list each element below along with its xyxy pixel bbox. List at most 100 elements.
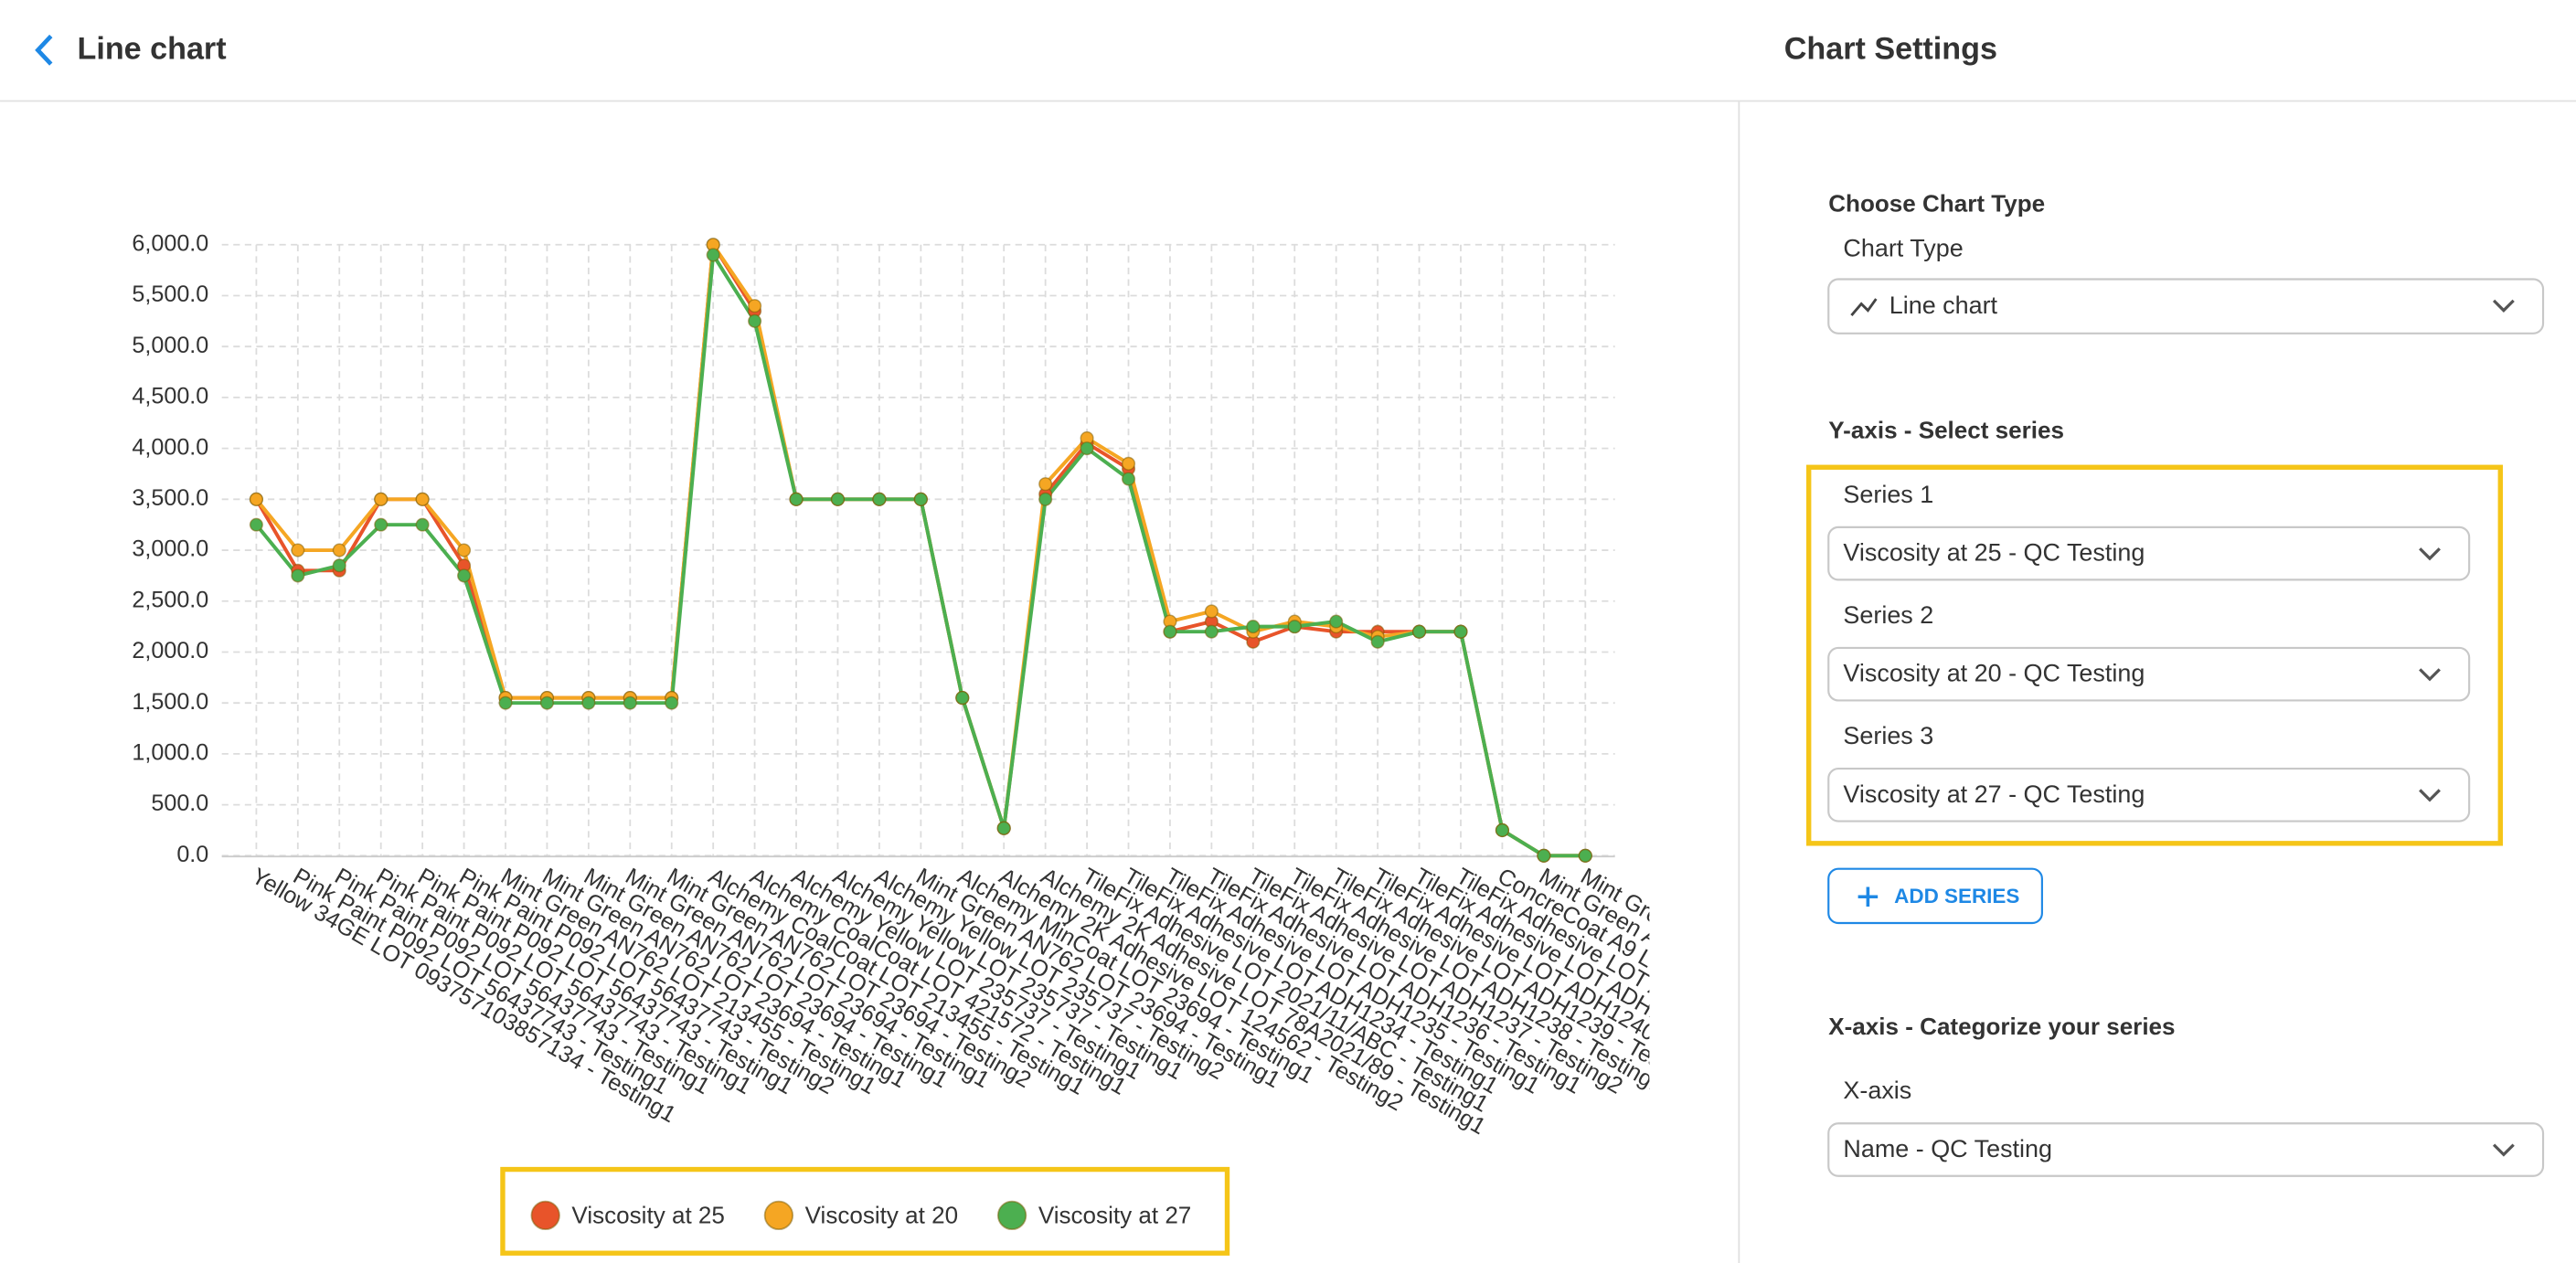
- data-point: [1038, 477, 1053, 492]
- chevron: [2492, 1143, 2515, 1157]
- data-point: [748, 313, 762, 328]
- data-point: [623, 695, 637, 710]
- data-point: [332, 543, 346, 557]
- data-point: [1329, 614, 1344, 629]
- data-point: [1204, 624, 1219, 639]
- data-point: [830, 492, 846, 506]
- back-button[interactable]: [35, 34, 53, 66]
- data-point: [291, 543, 305, 557]
- series-select[interactable]: [1827, 525, 2471, 581]
- data-point: [1370, 634, 1385, 649]
- data-point: [1411, 624, 1427, 639]
- y-tick-label: 4,500.0: [132, 384, 208, 409]
- data-point: [291, 568, 305, 583]
- y-tick-label: 3,000.0: [132, 536, 208, 562]
- y-tick-label: 1,000.0: [132, 740, 208, 766]
- data-point: [706, 248, 720, 262]
- series-select[interactable]: [1827, 646, 2471, 702]
- data-point: [498, 695, 513, 710]
- section-title: X-axis - Categorize your series: [1828, 1013, 2175, 1040]
- data-point: [1038, 492, 1053, 506]
- data-point: [332, 558, 346, 573]
- data-point: [1246, 620, 1261, 634]
- data-point: [955, 691, 970, 706]
- data-point: [374, 492, 389, 506]
- data-point: [539, 695, 554, 710]
- chevron: [2492, 299, 2515, 313]
- add-series-button[interactable]: [1827, 867, 2043, 925]
- legend-label: Viscosity at 20: [805, 1202, 958, 1229]
- legend-marker: [763, 1200, 794, 1231]
- data-point: [581, 695, 596, 710]
- data-point: [1121, 456, 1136, 471]
- select-value: Viscosity at 20 - QC Testing: [1843, 660, 2145, 687]
- data-point: [1287, 620, 1302, 634]
- highlight-box: [1805, 464, 2503, 846]
- data-point: [1204, 604, 1219, 619]
- data-point: [1080, 441, 1094, 456]
- data-point: [415, 517, 430, 532]
- plus-icon: [1857, 886, 1879, 907]
- data-point: [1537, 848, 1551, 863]
- field-label: Series 1: [1843, 481, 1933, 508]
- line-icon: [1850, 298, 1878, 316]
- data-point: [457, 568, 472, 583]
- data-point: [1578, 848, 1592, 863]
- select-value: Line chart: [1889, 292, 1998, 319]
- data-point: [457, 543, 472, 557]
- data-point: [249, 517, 263, 532]
- x-axis-select[interactable]: [1827, 1122, 2545, 1177]
- select-value: Name - QC Testing: [1843, 1135, 2052, 1162]
- select-value: Viscosity at 27 - QC Testing: [1843, 780, 2145, 808]
- data-point: [996, 821, 1011, 835]
- chevron: [2419, 547, 2441, 561]
- data-point: [1121, 472, 1136, 486]
- field-label: Chart Type: [1843, 234, 1963, 261]
- data-point: [789, 492, 804, 506]
- page-title: Line chart: [78, 32, 227, 67]
- y-tick-label: 1,500.0: [132, 689, 208, 715]
- field-label: Series 2: [1843, 601, 1933, 629]
- y-tick-label: 4,000.0: [132, 434, 208, 460]
- data-point: [1495, 823, 1509, 838]
- data-point: [374, 517, 389, 532]
- data-point: [415, 492, 430, 506]
- chevron: [2419, 668, 2441, 682]
- legend-marker: [996, 1200, 1027, 1231]
- settings-title: Chart Settings: [1784, 32, 1997, 67]
- chart: 0.0 500.0 1,000.0 1,500.0 2,000.0 2,500.0 3,00…: [132, 230, 1649, 1141]
- select-value: Viscosity at 25 - QC Testing: [1843, 539, 2145, 567]
- data-point: [748, 299, 762, 313]
- series-selects: Series 1 Viscosity at 25 - QC Testing Seri…: [1827, 481, 2471, 823]
- legend-marker: [530, 1200, 560, 1231]
- data-point: [913, 492, 928, 506]
- y-tick-label: 5,000.0: [132, 333, 208, 358]
- y-tick-label: 500.0: [151, 791, 208, 816]
- y-tick-label: 3,500.0: [132, 485, 208, 511]
- x-labels: Yellow 34GE LOT 093757103857134 - Testin…: [247, 864, 1649, 1141]
- y-tick-label: 5,500.0: [132, 281, 208, 307]
- legend-label: Viscosity at 27: [1038, 1202, 1191, 1229]
- data-point: [1163, 624, 1177, 639]
- data-point: [1453, 624, 1468, 639]
- chart-type-select[interactable]: [1827, 278, 2545, 334]
- section-title: Choose Chart Type: [1828, 190, 2045, 218]
- field-label: Series 3: [1843, 722, 1933, 749]
- section-title: Y-axis - Select series: [1828, 417, 2064, 444]
- series-select[interactable]: [1827, 767, 2471, 823]
- y-tick-label: 2,000.0: [132, 638, 208, 663]
- header: [0, 0, 2576, 101]
- y-tick-label: 6,000.0: [132, 230, 208, 256]
- y-tick-label: 2,500.0: [132, 587, 208, 612]
- chevron: [2419, 789, 2441, 802]
- data-point: [249, 492, 263, 506]
- legend-label: Viscosity at 25: [571, 1202, 724, 1229]
- data-point: [872, 492, 887, 506]
- button-label: ADD SERIES: [1894, 885, 2019, 907]
- data-point: [665, 695, 679, 710]
- field-label: X-axis: [1843, 1077, 1911, 1104]
- y-tick-label: 0.0: [176, 842, 208, 867]
- legend-box: [500, 1166, 1230, 1256]
